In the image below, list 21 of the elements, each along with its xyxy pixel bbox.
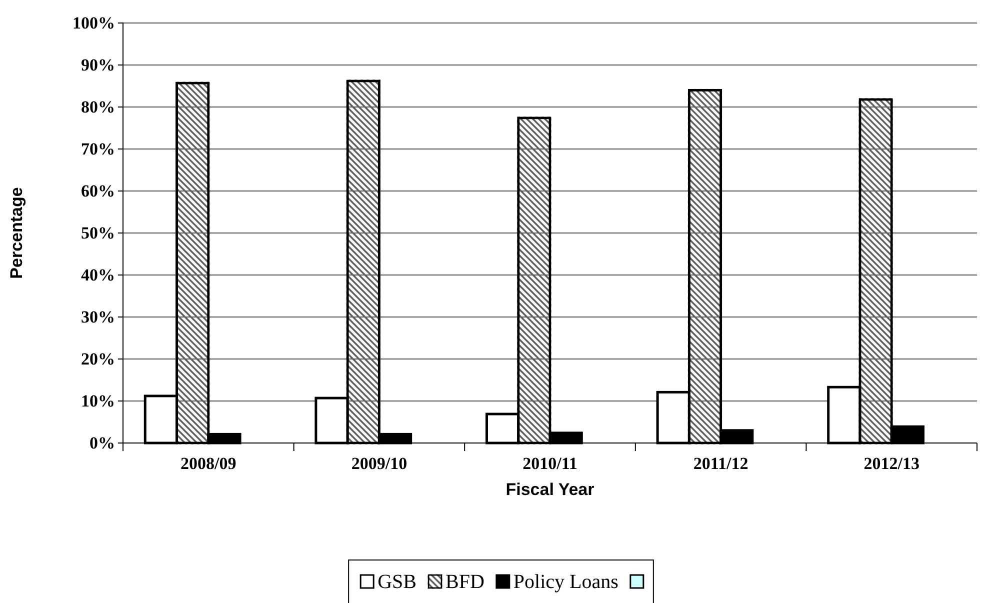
y-tick-label: 80% bbox=[81, 97, 115, 116]
y-tick-label: 100% bbox=[72, 13, 115, 32]
x-tick-label: 2010/11 bbox=[522, 454, 578, 474]
y-tick-label: 30% bbox=[81, 307, 115, 326]
x-tick-label: 2009/10 bbox=[351, 454, 408, 474]
y-tick-label: 20% bbox=[81, 349, 115, 368]
y-tick-label: 50% bbox=[81, 223, 115, 242]
x-tick-label: 2008/09 bbox=[180, 454, 236, 474]
y-tick-label: 70% bbox=[81, 139, 115, 158]
y-tick-label: 60% bbox=[81, 181, 115, 200]
legend-label: GSB bbox=[378, 571, 416, 593]
y-axis-title: Percentage bbox=[7, 187, 26, 279]
x-tick-label: 2011/12 bbox=[693, 454, 748, 474]
x-tick-label: 2012/13 bbox=[864, 454, 920, 474]
y-tick-label: 40% bbox=[81, 265, 115, 284]
legend-label: Policy Loans bbox=[513, 571, 619, 593]
y-tick-label: 90% bbox=[81, 55, 115, 74]
y-tick-label: 0% bbox=[90, 433, 115, 452]
y-tick-label: 10% bbox=[81, 391, 115, 410]
legend-label: BFD bbox=[446, 571, 484, 593]
x-axis-title: Fiscal Year bbox=[506, 480, 595, 499]
